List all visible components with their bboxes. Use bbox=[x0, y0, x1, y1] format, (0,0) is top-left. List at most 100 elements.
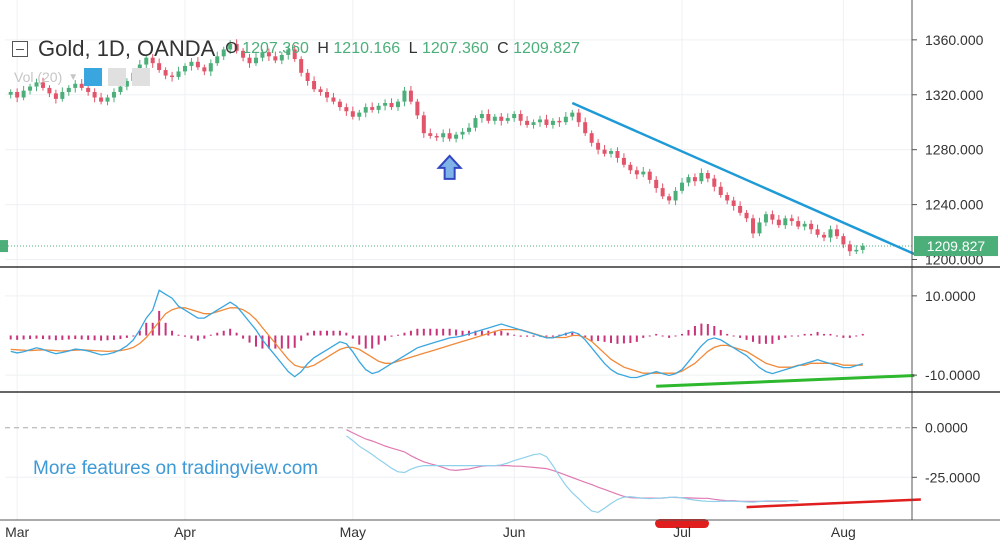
candle bbox=[434, 135, 439, 138]
histogram-bar bbox=[377, 335, 380, 345]
high-value: 1210.166 bbox=[333, 40, 401, 57]
histogram-bar bbox=[752, 335, 755, 342]
candle bbox=[538, 119, 543, 123]
histogram-bar bbox=[706, 324, 709, 336]
candle bbox=[292, 49, 297, 60]
candle bbox=[182, 65, 187, 72]
candle bbox=[518, 113, 523, 121]
lower-line-a bbox=[346, 429, 799, 502]
candle bbox=[557, 120, 562, 123]
candle bbox=[396, 101, 400, 108]
candle bbox=[21, 90, 26, 98]
histogram-bar bbox=[797, 335, 800, 337]
histogram-bar bbox=[54, 335, 57, 341]
candle bbox=[686, 177, 691, 183]
candle bbox=[447, 133, 452, 139]
close-value: 1209.827 bbox=[513, 40, 580, 57]
histogram-bar bbox=[816, 331, 819, 336]
histogram-bar bbox=[67, 335, 70, 340]
histogram-bar bbox=[745, 335, 748, 340]
histogram-bar bbox=[93, 335, 96, 341]
histogram-bar bbox=[790, 335, 793, 337]
candle bbox=[86, 87, 91, 93]
histogram-bar bbox=[171, 330, 174, 336]
histogram-bar bbox=[545, 335, 548, 337]
histogram-bar bbox=[183, 335, 186, 337]
candle bbox=[854, 249, 859, 252]
candle bbox=[499, 116, 504, 121]
candle bbox=[641, 171, 646, 175]
histogram-bar bbox=[603, 335, 606, 342]
histogram-bar bbox=[112, 335, 115, 340]
candle bbox=[47, 87, 52, 94]
settings-icon[interactable] bbox=[108, 68, 127, 86]
candle bbox=[228, 43, 233, 50]
histogram-bar bbox=[41, 335, 44, 340]
histogram-bar bbox=[158, 310, 161, 336]
histogram-bar bbox=[29, 335, 32, 340]
histogram-bar bbox=[390, 335, 393, 337]
candle bbox=[60, 92, 65, 99]
candle bbox=[253, 57, 258, 64]
histogram-bar bbox=[616, 335, 619, 344]
histogram-bar bbox=[629, 335, 632, 344]
histogram-bar bbox=[810, 333, 813, 336]
histogram-bar bbox=[480, 330, 483, 336]
y-tick-label: 1240.000 bbox=[925, 197, 984, 213]
candle bbox=[705, 173, 710, 179]
candle bbox=[789, 218, 794, 222]
histogram-bar bbox=[590, 335, 593, 342]
descending-trendline bbox=[571, 101, 915, 256]
candle bbox=[402, 90, 407, 102]
histogram-bar bbox=[700, 323, 703, 336]
histogram-bar bbox=[325, 330, 328, 336]
histogram-bar bbox=[274, 335, 277, 349]
histogram-bar bbox=[267, 335, 270, 349]
candle bbox=[505, 118, 510, 121]
candle bbox=[92, 92, 97, 98]
candle bbox=[318, 89, 323, 93]
candle bbox=[654, 179, 659, 189]
candle bbox=[363, 107, 368, 113]
candle bbox=[415, 101, 420, 116]
candle bbox=[647, 171, 652, 180]
histogram-bar bbox=[513, 334, 516, 336]
histogram-bar bbox=[177, 334, 180, 336]
visibility-toggle-icon[interactable] bbox=[84, 68, 103, 86]
candle bbox=[512, 113, 517, 119]
candle bbox=[615, 151, 620, 158]
candle bbox=[350, 111, 355, 117]
highlight-marker bbox=[655, 519, 710, 529]
candle bbox=[266, 52, 271, 57]
histogram-bar bbox=[422, 328, 425, 336]
candle bbox=[602, 149, 607, 154]
resistance-line bbox=[746, 498, 921, 509]
histogram-bar bbox=[435, 328, 438, 336]
histogram-bar bbox=[248, 335, 251, 343]
histogram-bar bbox=[209, 334, 212, 336]
x-tick-label: Aug bbox=[831, 524, 856, 540]
candle bbox=[744, 212, 749, 219]
candle bbox=[718, 186, 723, 195]
histogram-bar bbox=[719, 329, 722, 336]
candle bbox=[260, 52, 265, 58]
candle bbox=[692, 177, 697, 182]
remove-icon[interactable] bbox=[132, 68, 151, 86]
collapse-toggle-icon[interactable] bbox=[12, 41, 28, 57]
rising-support-line bbox=[656, 374, 915, 388]
candle bbox=[241, 50, 246, 58]
candle bbox=[796, 221, 801, 227]
histogram-bar bbox=[661, 335, 664, 337]
x-tick-label: May bbox=[340, 524, 366, 540]
candle bbox=[189, 61, 194, 66]
high-label: H bbox=[317, 40, 329, 57]
candle bbox=[550, 120, 555, 125]
histogram-bar bbox=[235, 332, 238, 336]
histogram-bar bbox=[597, 335, 600, 342]
volume-menu-icon[interactable]: ▼ bbox=[68, 71, 79, 83]
open-value: 1207.360 bbox=[242, 40, 309, 57]
histogram-bar bbox=[468, 330, 471, 336]
candle bbox=[454, 134, 459, 139]
lower-line-b bbox=[346, 435, 799, 514]
